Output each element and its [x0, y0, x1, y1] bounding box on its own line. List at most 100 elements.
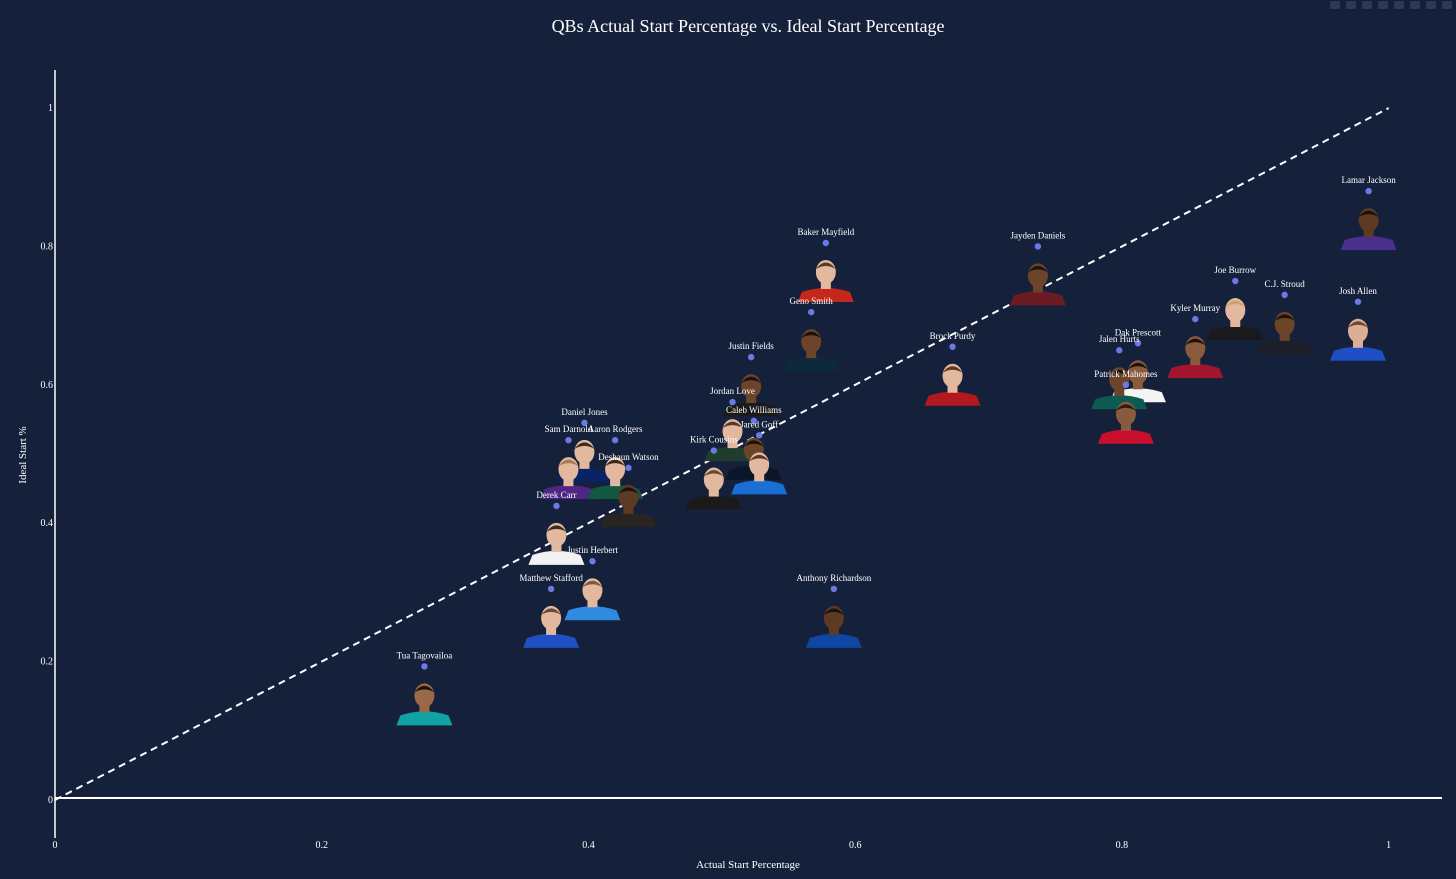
point-marker[interactable] [611, 436, 619, 444]
player-headshot [731, 452, 788, 495]
point-label: Josh Allen [1339, 286, 1377, 296]
point-marker[interactable] [710, 447, 718, 454]
neck-shape [579, 460, 590, 469]
player-point[interactable]: Baker Mayfield [797, 227, 855, 302]
point-label: Joe Burrow [1214, 265, 1256, 275]
camera-icon[interactable] [1330, 1, 1340, 9]
hair-shape [541, 608, 562, 615]
ideal-reference-line [54, 107, 1390, 801]
x-axis-label: Actual Start Percentage [696, 859, 800, 871]
player-point[interactable]: Sam Darnold [540, 424, 597, 500]
jersey-shape [1167, 364, 1224, 379]
point-marker[interactable] [1365, 187, 1372, 195]
point-marker[interactable] [565, 436, 572, 444]
hair-shape [823, 608, 844, 615]
neck-shape [1352, 339, 1363, 348]
hair-shape [743, 440, 764, 447]
jersey-shape [600, 512, 657, 527]
point-marker[interactable] [822, 239, 830, 247]
point-marker[interactable] [830, 585, 838, 593]
player-point[interactable]: Jared Goff [731, 419, 788, 495]
point-marker[interactable] [553, 502, 560, 510]
player-point[interactable]: Matthew Stafford [519, 573, 583, 648]
player-point[interactable]: Joe Burrow [1207, 265, 1264, 341]
player-point[interactable]: Geno Smith [783, 296, 840, 372]
player-point[interactable]: Josh Allen [1329, 286, 1386, 361]
point-marker[interactable] [581, 419, 588, 427]
player-headshot [723, 374, 780, 417]
point-marker[interactable] [1034, 243, 1042, 250]
point-label: Jalen Hurts [1099, 334, 1140, 344]
zoom-out-icon[interactable] [1426, 1, 1436, 9]
ticks: 0 0.2 0.4 0.6 0.8 1 0 0.2 0.4 0.6 0.8 1 [41, 103, 1392, 851]
zoom-in-icon[interactable] [1410, 1, 1420, 9]
hair-shape [1115, 404, 1136, 411]
point-marker[interactable] [729, 398, 736, 406]
reference-line-group [54, 107, 1390, 801]
player-point[interactable]: Jayden Daniels [1009, 230, 1066, 306]
point-marker[interactable] [1192, 315, 1199, 323]
zoom-icon[interactable] [1346, 1, 1356, 9]
neck-shape [563, 478, 574, 487]
point-label: Aaron Rodgers [588, 424, 643, 434]
player-point[interactable]: C.J. Stroud [1256, 279, 1313, 354]
hair-shape [942, 366, 963, 373]
player-point[interactable]: Tua Tagovailoa [396, 650, 453, 726]
jersey-shape [523, 633, 580, 648]
point-marker[interactable] [625, 464, 632, 472]
jersey-shape [685, 495, 742, 510]
point-marker[interactable] [755, 432, 763, 439]
y-tick-label: 0.2 [41, 657, 54, 668]
reset-axes-icon[interactable] [1442, 1, 1452, 9]
jersey-shape [723, 402, 780, 417]
player-point[interactable]: Derek Carr [528, 490, 585, 565]
player-point[interactable]: Anthony Richardson [796, 573, 872, 648]
point-marker[interactable] [1116, 347, 1123, 354]
box-select-icon[interactable] [1378, 1, 1388, 9]
point-marker[interactable] [589, 558, 596, 565]
hair-shape [414, 685, 435, 693]
axes [54, 70, 1442, 838]
point-label: Patrick Mahomes [1094, 369, 1158, 379]
player-headshot [1256, 311, 1313, 354]
player-point[interactable]: Deshaun Watson [598, 452, 659, 527]
player-point[interactable]: Patrick Mahomes [1094, 369, 1158, 444]
player-point[interactable]: Lamar Jackson [1340, 175, 1397, 251]
point-marker[interactable] [750, 417, 758, 424]
point-marker[interactable] [1354, 298, 1362, 305]
player-point[interactable]: Justin Fields [723, 341, 780, 417]
player-headshot [1009, 263, 1066, 306]
point-marker[interactable] [1232, 277, 1239, 285]
point-marker[interactable] [547, 585, 555, 593]
point-marker[interactable] [1134, 340, 1142, 347]
point-marker[interactable] [1281, 291, 1288, 299]
point-label: Deshaun Watson [598, 452, 659, 462]
point-marker[interactable] [1122, 381, 1130, 389]
player-headshot [805, 605, 862, 648]
point-label: C.J. Stroud [1264, 279, 1305, 289]
hair-shape [1347, 321, 1368, 328]
x-tick-label: 1 [1386, 840, 1391, 851]
y-tick-label: 0.4 [41, 518, 54, 529]
hair-shape [722, 421, 743, 429]
point-label: Baker Mayfield [797, 227, 854, 237]
jersey-shape [1207, 326, 1264, 341]
pan-icon[interactable] [1362, 1, 1372, 9]
y-tick-label: 0.8 [41, 241, 54, 252]
player-point[interactable]: Kyler Murray [1167, 303, 1224, 379]
neck-shape [746, 395, 757, 404]
player-point[interactable]: Kirk Cousins [685, 435, 742, 510]
point-marker[interactable] [807, 308, 815, 316]
lasso-icon[interactable] [1394, 1, 1404, 9]
player-point[interactable]: Justin Herbert [564, 545, 621, 621]
hair-shape [815, 262, 836, 269]
player-headshot [600, 484, 657, 527]
hair-shape [703, 470, 724, 477]
point-marker[interactable] [747, 353, 755, 361]
player-headshot [1340, 208, 1397, 251]
player-headshot [523, 605, 580, 648]
point-marker[interactable] [949, 343, 956, 350]
player-point[interactable]: Brock Purdy [924, 331, 981, 406]
point-marker[interactable] [421, 663, 428, 670]
